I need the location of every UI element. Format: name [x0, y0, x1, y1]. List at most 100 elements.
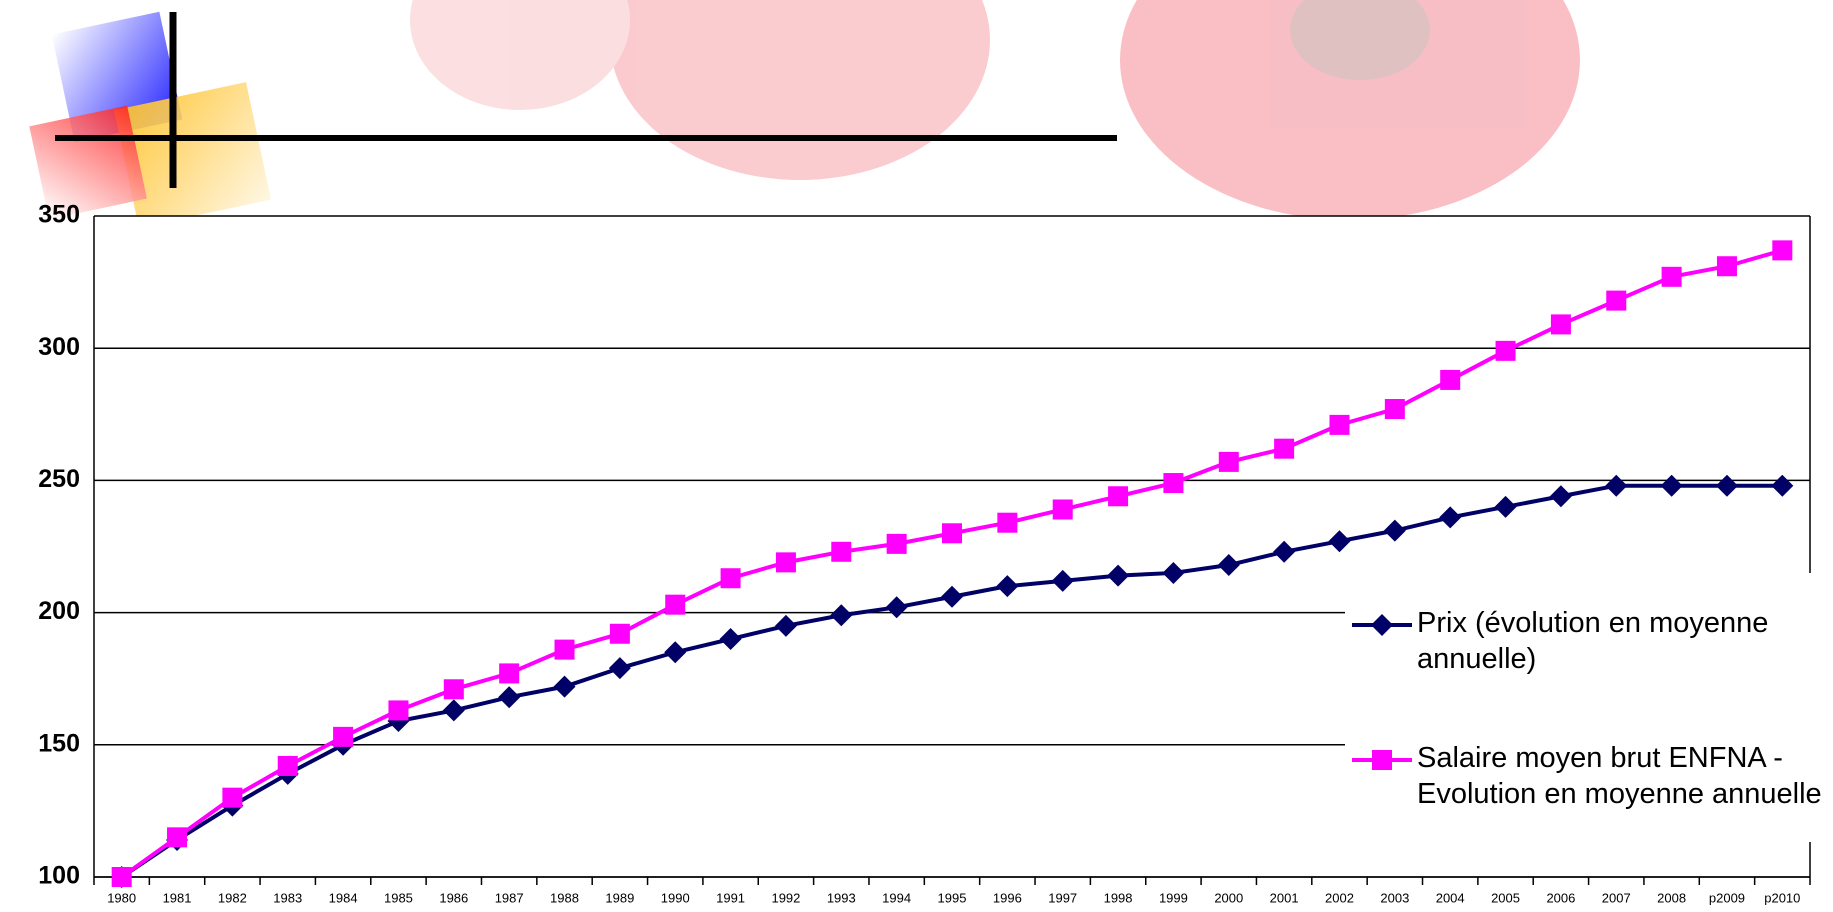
x-tick-label: 1996 [993, 890, 1022, 905]
point [719, 628, 742, 651]
y-tick-label: 350 [38, 201, 80, 229]
point [664, 641, 687, 664]
legend-entry: Salaire moyen brut ENFNA - Evolution en … [1417, 742, 1822, 810]
point [1660, 474, 1683, 497]
y-tick-label: 100 [38, 862, 80, 890]
point [774, 614, 797, 637]
point [1440, 369, 1461, 390]
point [720, 568, 741, 589]
point [277, 755, 298, 776]
x-tick-label: 1999 [1159, 890, 1188, 905]
point [1661, 266, 1682, 287]
point [1163, 473, 1184, 494]
x-tick-label: 1988 [550, 890, 579, 905]
legend-entry: Prix (évolution en moyenne annuelle) [1417, 607, 1769, 675]
point [1108, 486, 1129, 507]
point [499, 663, 520, 684]
point [997, 512, 1018, 533]
y-tick-label: 150 [38, 729, 80, 757]
logo [29, 11, 1117, 228]
x-tick-label: 1994 [882, 890, 911, 905]
point [388, 700, 409, 721]
point [830, 604, 853, 627]
point [609, 623, 630, 644]
point [996, 575, 1019, 598]
point [1383, 519, 1406, 542]
x-tick-label: p2010 [1764, 890, 1800, 905]
y-tick-label: 300 [38, 333, 80, 361]
point [1051, 569, 1074, 592]
point [1439, 506, 1462, 529]
background-decoration [410, 0, 1580, 220]
point [775, 552, 796, 573]
point [1772, 240, 1793, 261]
x-tick-label: 1987 [495, 890, 524, 905]
x-tick-label: 1985 [384, 890, 413, 905]
legend-label: Salaire moyen brut ENFNA - Evolution en … [1417, 742, 1822, 810]
point [1495, 340, 1516, 361]
point [831, 541, 852, 562]
y-tick-label: 250 [38, 465, 80, 493]
point [1715, 474, 1738, 497]
point [1274, 438, 1295, 459]
legend-box [1345, 573, 1833, 842]
point [1162, 561, 1185, 584]
x-tick-label: 1992 [771, 890, 800, 905]
point [886, 533, 907, 554]
point [554, 639, 575, 660]
x-tick-label: 1980 [107, 890, 136, 905]
point [1371, 614, 1393, 636]
point [498, 686, 521, 709]
x-tick-label: 1995 [938, 890, 967, 905]
point [1107, 564, 1130, 587]
point [608, 657, 631, 680]
point [1606, 290, 1627, 311]
point [942, 523, 962, 544]
x-tick-label: 2000 [1214, 890, 1243, 905]
x-tick-label: p2009 [1709, 890, 1745, 905]
point [1550, 314, 1571, 335]
x-tick-label: 2006 [1546, 890, 1575, 905]
x-tick-label: 1981 [163, 890, 192, 905]
point [1218, 451, 1239, 472]
x-tick-label: 2001 [1270, 890, 1299, 905]
x-tick-label: 1986 [439, 890, 468, 905]
x-tick-label: 1990 [661, 890, 690, 905]
x-tick-label: 2003 [1380, 890, 1409, 905]
point [1771, 474, 1794, 497]
point [1329, 414, 1350, 435]
point [1716, 256, 1737, 277]
point [553, 675, 576, 698]
point [333, 726, 354, 747]
point [1217, 554, 1240, 577]
x-tick-label: 1983 [273, 890, 302, 905]
x-tick-label: 2005 [1491, 890, 1520, 905]
x-tick-label: 2002 [1325, 890, 1354, 905]
x-tick-label: 2007 [1602, 890, 1631, 905]
point [941, 585, 963, 608]
point [1384, 399, 1405, 420]
point [222, 787, 243, 808]
point [1494, 495, 1517, 518]
x-tick-label: 1991 [716, 890, 745, 905]
x-tick-label: 1998 [1104, 890, 1133, 905]
legend-label: Prix (évolution en moyenne annuelle) [1417, 607, 1769, 675]
point [111, 867, 132, 887]
x-tick-label: 1993 [827, 890, 856, 905]
point [1328, 530, 1351, 553]
x-tick-label: 2004 [1436, 890, 1465, 905]
point [1605, 474, 1628, 497]
y-tick-label: 200 [38, 597, 80, 625]
point [1372, 750, 1392, 770]
point [443, 679, 464, 700]
point [1052, 499, 1073, 520]
point [1549, 485, 1572, 508]
point [1273, 540, 1296, 563]
point [442, 699, 465, 722]
x-tick-label: 1982 [218, 890, 247, 905]
point [167, 827, 188, 848]
point [885, 596, 908, 619]
x-tick-label: 1984 [329, 890, 358, 905]
